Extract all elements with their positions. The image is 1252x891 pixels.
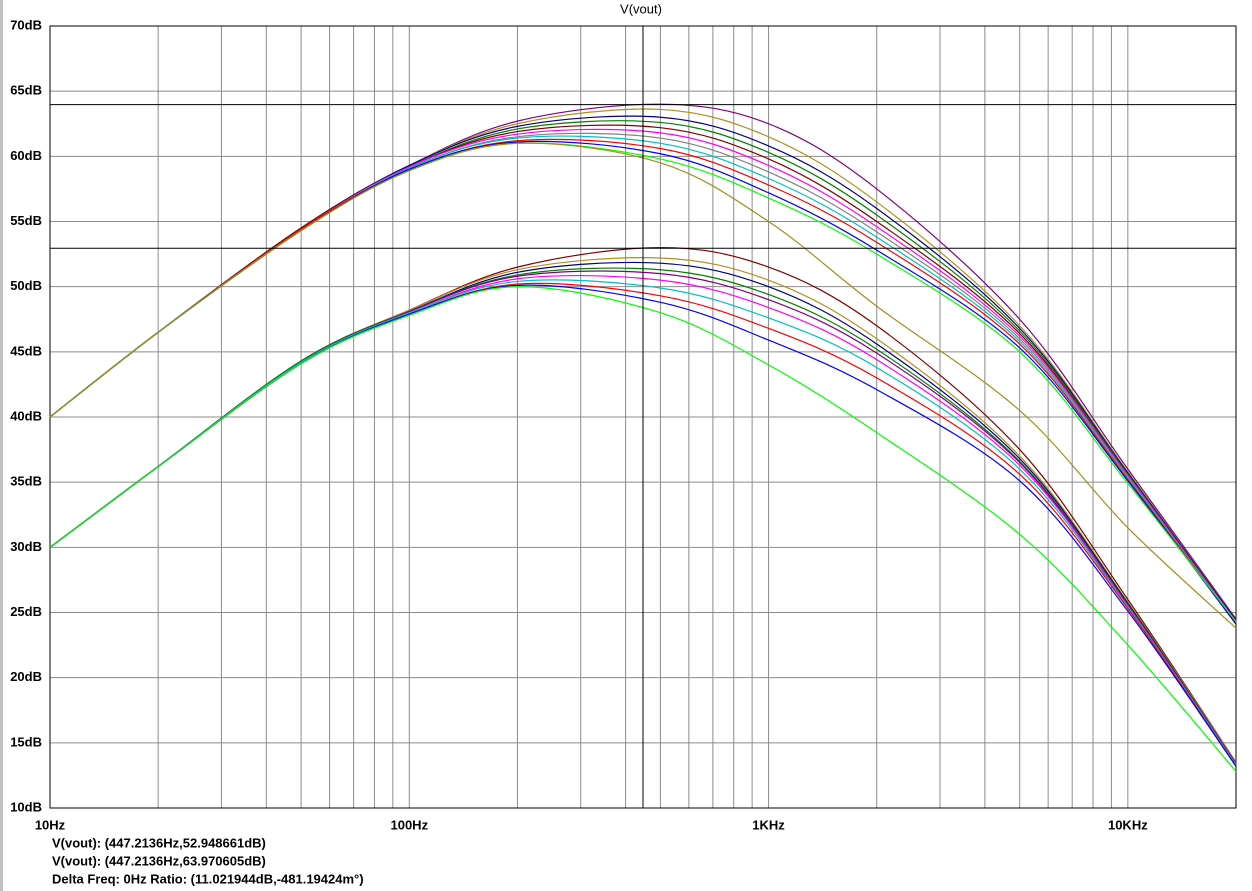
x-tick-label: 10KHz (1108, 817, 1148, 832)
cursor-delta-readout: Delta Freq: 0Hz Ratio: (11.021944dB,-481… (52, 871, 364, 886)
x-tick-label: 1KHz (752, 817, 785, 832)
y-tick-label: 55dB (10, 213, 42, 228)
y-tick-label: 35dB (10, 474, 42, 489)
x-tick-label: 10Hz (35, 817, 66, 832)
window-edge (0, 0, 3, 891)
y-tick-label: 45dB (10, 343, 42, 358)
y-tick-label: 30dB (10, 539, 42, 554)
y-tick-label: 60dB (10, 148, 42, 163)
series-line (49, 267, 1237, 765)
series-line (49, 138, 1237, 624)
series-line (49, 142, 1237, 629)
cursor-readout: V(vout): (447.2136Hz,63.970605dB) (52, 853, 266, 868)
y-tick-label: 70dB (10, 17, 42, 32)
series-line (49, 124, 1237, 622)
y-tick-label: 50dB (10, 278, 42, 293)
y-tick-label: 40dB (10, 408, 42, 423)
series-line (49, 286, 1237, 772)
y-tick-label: 25dB (10, 604, 42, 619)
y-tick-label: 15dB (10, 734, 42, 749)
y-tick-label: 65dB (10, 83, 42, 98)
x-tick-label: 100Hz (390, 817, 428, 832)
y-tick-label: 20dB (10, 669, 42, 684)
y-tick-label: 10dB (10, 799, 42, 814)
chart-title: V(vout) (620, 1, 662, 16)
series-line (49, 279, 1237, 766)
cursor-readout: V(vout): (447.2136Hz,52.948661dB) (52, 835, 266, 850)
